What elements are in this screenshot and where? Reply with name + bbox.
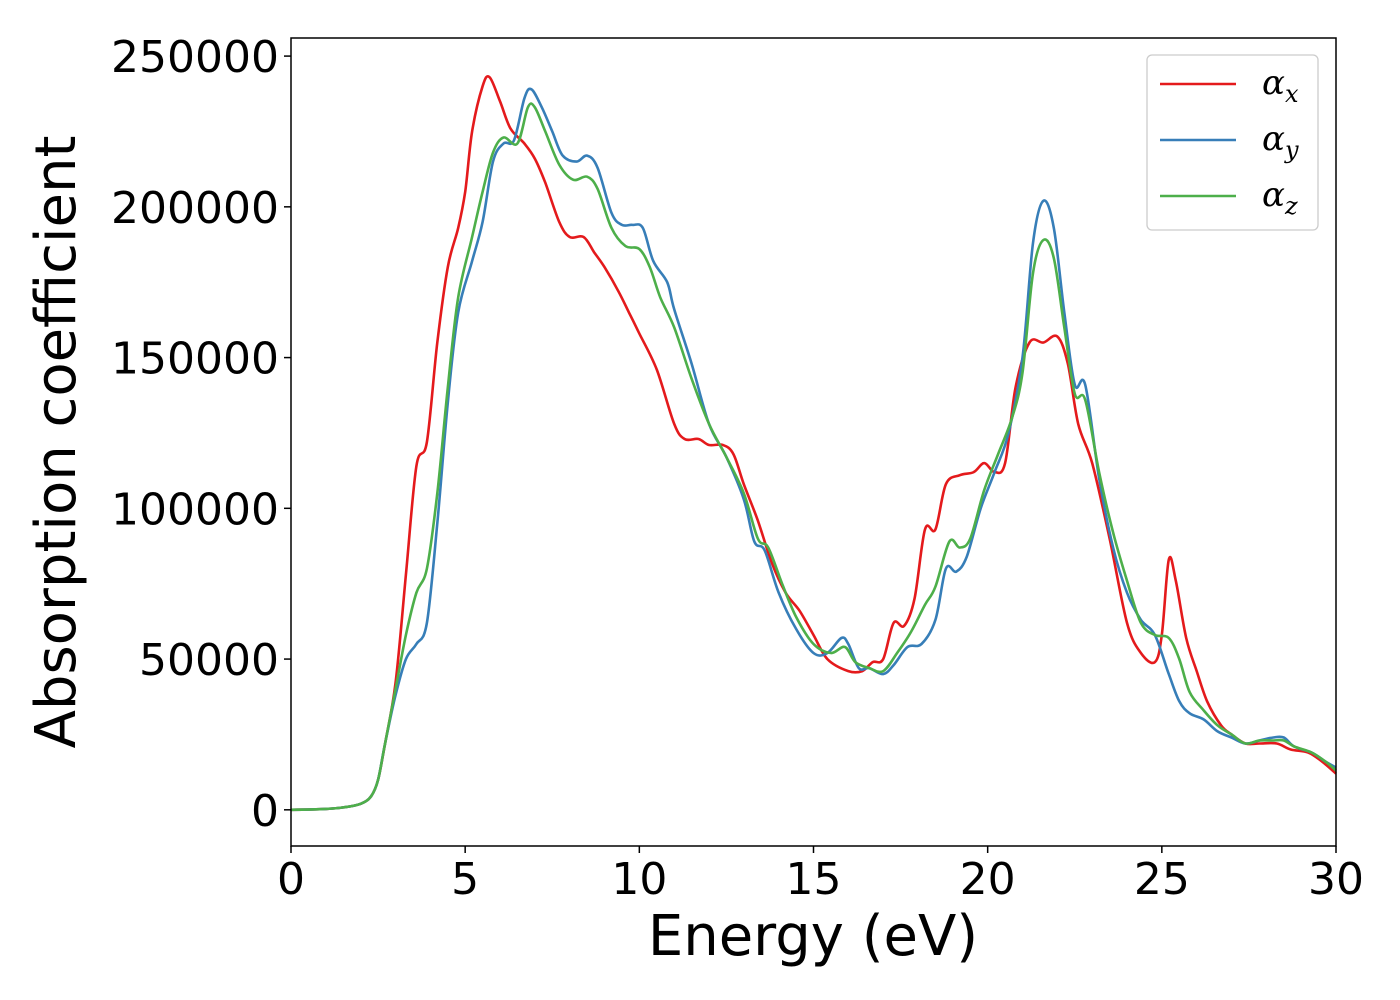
legend-label-y: αy bbox=[1262, 119, 1299, 164]
y-tick-label: 150000 bbox=[111, 334, 279, 385]
y-axis-title: Absorption coefficient bbox=[24, 136, 89, 749]
legend-symbol: α bbox=[1262, 175, 1285, 215]
y-tick-label: 250000 bbox=[111, 32, 279, 83]
x-tick-label: 10 bbox=[611, 854, 667, 905]
series-line-y bbox=[290, 87, 1337, 812]
legend-label-z: αz bbox=[1262, 175, 1298, 220]
x-tick-label: 0 bbox=[277, 854, 305, 905]
x-tick-label: 30 bbox=[1308, 854, 1364, 905]
x-tick-label: 5 bbox=[451, 854, 479, 905]
legend-box bbox=[1146, 54, 1319, 231]
x-tick-label: 20 bbox=[960, 854, 1016, 905]
legend-subscript: z bbox=[1284, 192, 1298, 220]
x-tick-label: 25 bbox=[1134, 854, 1190, 905]
series-layer bbox=[290, 75, 1337, 812]
y-axis: 0 50000 100000 150000 200000 250000 bbox=[111, 32, 291, 837]
x-axis: 0 5 10 15 20 25 30 bbox=[277, 846, 1364, 905]
legend-label-x: αx bbox=[1262, 63, 1299, 108]
legend-subscript: x bbox=[1285, 80, 1299, 108]
y-tick-label: 50000 bbox=[139, 635, 279, 686]
y-tick-label: 100000 bbox=[111, 484, 279, 535]
legend-symbol: α bbox=[1262, 63, 1285, 103]
legend-symbol: α bbox=[1262, 119, 1285, 159]
x-axis-title: Energy (eV) bbox=[648, 904, 978, 969]
y-tick-label: 200000 bbox=[111, 183, 279, 234]
legend-subscript: y bbox=[1284, 136, 1299, 164]
y-tick-label: 0 bbox=[251, 786, 279, 837]
series-line-z bbox=[290, 102, 1337, 812]
x-tick-label: 15 bbox=[786, 854, 842, 905]
